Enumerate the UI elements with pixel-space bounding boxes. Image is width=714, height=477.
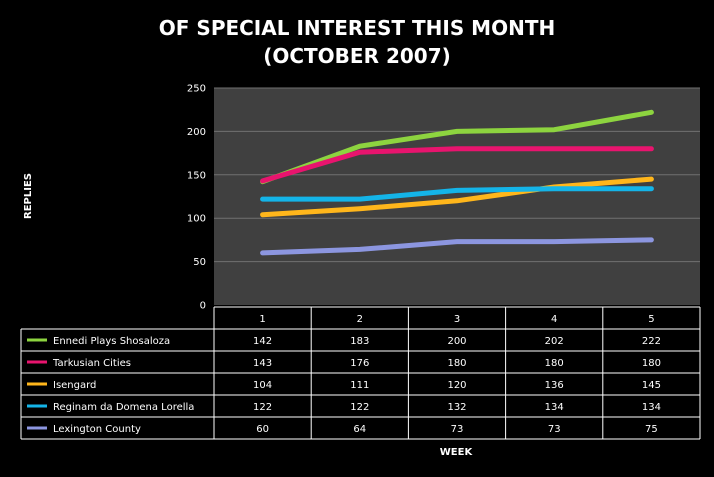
y-tick-label: 200 (187, 127, 206, 138)
data-label: 132 (447, 402, 466, 413)
data-label: 222 (642, 336, 661, 347)
data-label: 104 (253, 380, 272, 391)
series-line (260, 176, 654, 218)
plot-area: 0 50 100 150 200 250 (187, 84, 700, 312)
series-line (260, 186, 654, 202)
legend-label: Reginam da Domena Lorella (53, 402, 194, 413)
data-label: 180 (642, 358, 661, 369)
data-label: 73 (548, 424, 561, 435)
series-line (260, 237, 654, 256)
y-tick-label: 100 (187, 214, 206, 225)
x-tick-label: 2 (357, 314, 363, 325)
data-label: 180 (447, 358, 466, 369)
data-label: 64 (353, 424, 366, 435)
x-axis-label: WEEK (440, 447, 474, 458)
data-label: 111 (350, 380, 369, 391)
data-label: 134 (642, 402, 661, 413)
data-label: 122 (350, 402, 369, 413)
data-label: 75 (645, 424, 658, 435)
data-label: 142 (253, 336, 272, 347)
data-label: 60 (256, 424, 269, 435)
series-line (260, 109, 654, 185)
legend-label: Ennedi Plays Shosaloza (53, 336, 170, 347)
data-label: 136 (545, 380, 564, 391)
data-label: 145 (642, 380, 661, 391)
chart-title-line1: OF SPECIAL INTEREST THIS MONTH (159, 16, 555, 40)
y-axis-label: REPLIES (23, 173, 34, 219)
data-label: 183 (350, 336, 369, 347)
chart-title-line2: (OCTOBER 2007) (263, 44, 451, 68)
data-label: 176 (350, 358, 369, 369)
legend-label: Lexington County (53, 424, 141, 435)
x-tick-label: 3 (454, 314, 460, 325)
legend-label: Tarkusian Cities (52, 358, 131, 369)
data-label: 202 (545, 336, 564, 347)
x-tick-label: 4 (551, 314, 557, 325)
data-label: 120 (447, 380, 466, 391)
data-label: 143 (253, 358, 272, 369)
series-line (260, 146, 654, 184)
legend-label: Isengard (53, 380, 96, 391)
plot-background (214, 88, 700, 305)
x-tick-label: 5 (648, 314, 654, 325)
y-tick-label: 250 (187, 84, 206, 95)
data-label: 180 (545, 358, 564, 369)
y-tick-label: 50 (193, 257, 206, 268)
data-label: 73 (451, 424, 464, 435)
data-table: 1 2 3 4 5 Ennedi Plays Shosaloza 142 183 200 202 2… (20, 306, 701, 440)
y-tick-label: 150 (187, 170, 206, 181)
data-label: 200 (447, 336, 466, 347)
y-tick-label: 0 (200, 301, 206, 312)
x-tick-label: 1 (259, 314, 265, 325)
data-label: 134 (545, 402, 564, 413)
data-label: 122 (253, 402, 272, 413)
